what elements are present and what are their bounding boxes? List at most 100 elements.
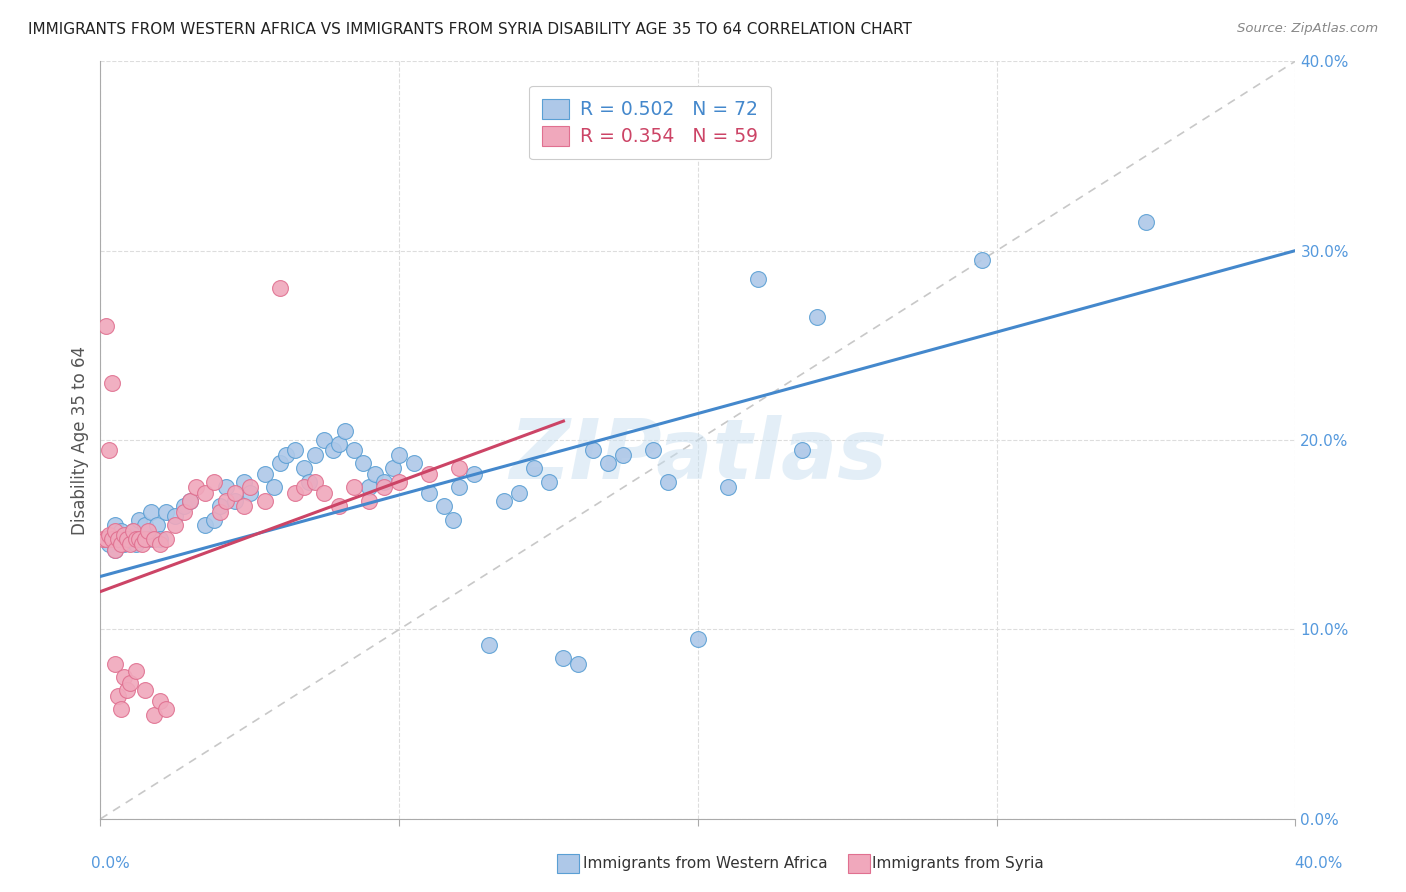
Point	[104, 518, 127, 533]
Point	[155, 532, 177, 546]
Point	[364, 467, 387, 482]
Point	[104, 543, 127, 558]
Point	[523, 461, 546, 475]
Point	[163, 39, 186, 54]
Point	[232, 475, 254, 489]
Point	[283, 486, 305, 500]
Point	[98, 442, 121, 457]
Point	[143, 707, 166, 722]
Point	[253, 493, 276, 508]
Point	[101, 528, 124, 542]
Point	[224, 493, 246, 508]
Point	[343, 442, 366, 457]
Point	[508, 486, 530, 500]
Point	[179, 493, 201, 508]
Point	[96, 532, 118, 546]
Point	[131, 537, 153, 551]
Text: Source: ZipAtlas.com: Source: ZipAtlas.com	[1237, 22, 1378, 36]
Point	[96, 319, 118, 334]
Point	[104, 524, 127, 538]
Point	[194, 518, 217, 533]
Point	[335, 424, 357, 438]
Point	[388, 475, 411, 489]
Point	[314, 486, 336, 500]
Point	[125, 664, 148, 678]
Point	[98, 537, 121, 551]
Text: Immigrants from Syria: Immigrants from Syria	[872, 856, 1043, 871]
Point	[115, 532, 138, 546]
Text: IMMIGRANTS FROM WESTERN AFRICA VS IMMIGRANTS FROM SYRIA DISABILITY AGE 35 TO 64 : IMMIGRANTS FROM WESTERN AFRICA VS IMMIGR…	[28, 22, 912, 37]
Point	[101, 532, 124, 546]
Point	[120, 675, 142, 690]
Point	[136, 524, 159, 538]
Point	[202, 513, 225, 527]
Point	[1135, 215, 1157, 229]
Point	[208, 500, 231, 514]
Point	[104, 657, 127, 671]
Point	[447, 461, 470, 475]
Point	[298, 475, 321, 489]
Point	[343, 480, 366, 494]
Point	[806, 310, 828, 324]
Point	[598, 456, 620, 470]
Point	[110, 524, 132, 538]
Point	[359, 493, 381, 508]
Point	[149, 532, 172, 546]
Point	[202, 475, 225, 489]
Text: ZIPatlas: ZIPatlas	[509, 415, 887, 496]
Point	[283, 442, 305, 457]
Point	[112, 537, 135, 551]
Point	[274, 448, 297, 462]
Point	[418, 467, 440, 482]
Point	[433, 500, 456, 514]
Point	[388, 448, 411, 462]
Point	[104, 543, 127, 558]
Point	[107, 532, 129, 546]
Point	[91, 532, 114, 546]
Point	[328, 500, 350, 514]
Point	[382, 461, 405, 475]
Point	[110, 537, 132, 551]
Point	[292, 461, 315, 475]
Point	[492, 493, 515, 508]
Point	[149, 694, 172, 708]
Point	[792, 442, 814, 457]
Point	[184, 480, 207, 494]
Point	[239, 480, 262, 494]
Point	[146, 518, 169, 533]
Point	[122, 524, 145, 538]
Point	[686, 632, 709, 646]
Point	[107, 532, 129, 546]
Point	[96, 532, 118, 546]
Point	[359, 480, 381, 494]
Point	[304, 475, 326, 489]
Point	[128, 532, 150, 546]
Point	[537, 475, 560, 489]
Point	[208, 505, 231, 519]
Point	[373, 480, 395, 494]
Point	[179, 493, 201, 508]
Y-axis label: Disability Age 35 to 64: Disability Age 35 to 64	[72, 345, 89, 534]
Point	[136, 532, 159, 546]
Point	[101, 376, 124, 391]
Point	[269, 281, 291, 295]
Point	[122, 524, 145, 538]
Point	[112, 528, 135, 542]
Point	[239, 486, 262, 500]
Point	[134, 518, 156, 533]
Point	[657, 475, 679, 489]
Point	[134, 532, 156, 546]
Text: Immigrants from Western Africa: Immigrants from Western Africa	[583, 856, 828, 871]
Point	[269, 456, 291, 470]
Point	[373, 475, 395, 489]
Point	[402, 456, 425, 470]
Point	[478, 638, 501, 652]
Point	[447, 480, 470, 494]
Point	[98, 528, 121, 542]
Point	[143, 532, 166, 546]
Point	[717, 480, 740, 494]
Point	[224, 486, 246, 500]
Point	[149, 537, 172, 551]
FancyBboxPatch shape	[557, 854, 579, 873]
Point	[107, 689, 129, 703]
